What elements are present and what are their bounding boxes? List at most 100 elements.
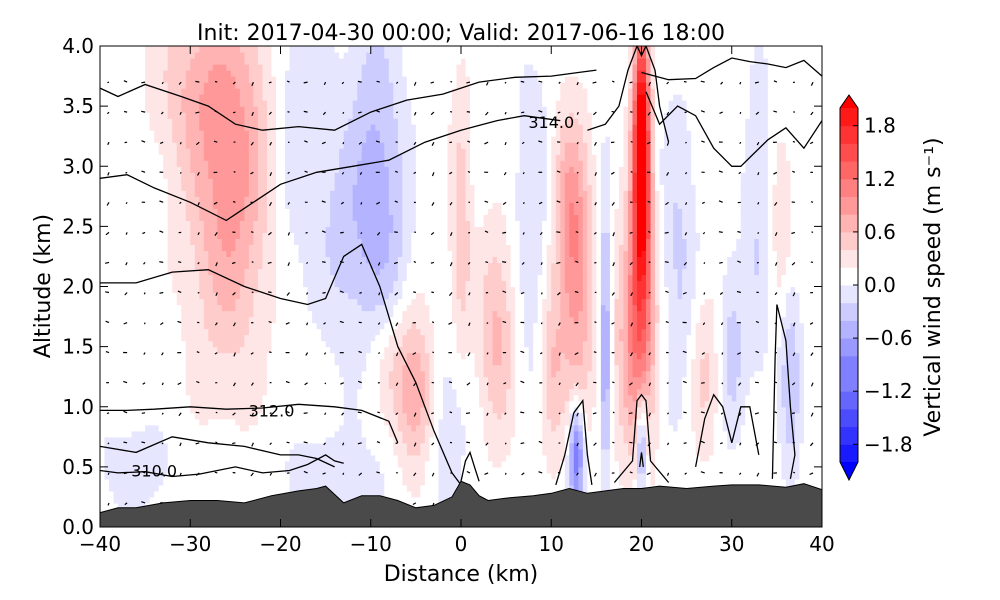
w-cell [257,418,264,426]
w-cell [253,52,259,59]
w-cell [109,304,115,312]
w-cell [149,166,155,173]
w-cell [298,64,304,71]
w-cell [366,64,372,71]
w-cell [176,250,182,258]
w-cell [275,286,282,294]
w-cell [149,160,155,167]
w-cell [136,226,142,233]
w-cell [185,274,191,282]
w-cell [100,352,106,360]
w-cell [109,436,115,444]
w-cell [321,466,327,474]
w-cell [352,334,358,342]
w-cell [172,220,178,227]
w-cell [294,70,300,77]
w-cell [370,466,376,474]
w-cell [158,214,164,221]
w-cell [221,154,227,161]
w-cell [275,52,282,59]
w-cell [212,322,218,330]
w-cell [262,88,268,95]
w-cell [321,436,327,444]
w-cell [176,376,182,384]
w-cell [172,202,178,209]
w-cell [181,298,187,306]
w-cell [357,94,363,101]
w-cell [149,52,155,59]
w-cell [339,160,345,167]
w-cell [149,376,155,384]
w-cell [136,274,142,282]
w-cell [244,304,250,312]
w-cell [104,328,110,336]
w-cell [127,364,133,372]
w-cell [145,148,151,155]
w-cell [257,100,264,107]
w-cell [357,52,363,59]
w-cell [357,88,363,95]
w-cell [199,442,205,450]
w-cell [239,106,245,113]
w-cell [271,364,277,372]
w-cell [343,286,349,294]
w-cell [266,346,273,354]
w-cell [307,130,313,137]
w-cell [158,316,164,324]
w-cell [226,322,232,330]
w-cell [235,394,241,402]
w-cell [280,358,286,366]
w-cell [352,484,358,492]
w-cell [118,478,124,486]
w-cell [158,106,164,113]
w-cell [334,304,340,312]
w-cell [307,52,313,59]
w-cell [172,406,178,414]
w-cell [113,370,119,378]
w-cell [253,364,259,372]
w-cell [217,46,223,53]
w-cell [370,304,376,312]
w-cell [163,64,169,71]
w-cell [357,148,363,155]
w-cell [140,88,146,95]
w-cell [199,388,205,396]
w-cell [307,208,313,215]
w-cell [294,202,300,209]
w-cell [316,142,322,149]
w-cell [226,172,232,179]
w-cell [303,88,309,95]
w-cell [203,202,209,209]
w-cell [325,466,331,474]
w-cell [325,340,331,348]
w-cell [140,376,146,384]
w-cell [181,64,187,71]
w-cell [190,298,196,306]
w-cell [307,178,313,185]
w-cell [185,328,191,336]
w-cell [348,256,354,264]
w-cell [370,184,376,191]
w-cell [158,472,164,480]
w-cell [244,130,250,137]
w-cell [217,124,223,131]
w-cell [203,172,209,179]
w-cell [136,220,142,227]
w-cell [257,208,264,215]
w-cell [118,328,124,336]
w-cell [217,274,223,282]
w-cell [104,52,110,59]
w-cell [343,214,349,221]
w-cell [190,466,196,474]
w-cell [230,166,236,173]
w-cell [145,106,151,113]
w-cell [140,484,146,492]
w-cell [366,316,372,324]
w-cell [325,46,331,53]
w-cell [221,88,227,95]
w-cell [221,484,227,492]
w-cell [366,232,372,239]
w-cell [361,346,367,354]
w-cell [127,250,133,258]
w-cell [312,160,318,167]
